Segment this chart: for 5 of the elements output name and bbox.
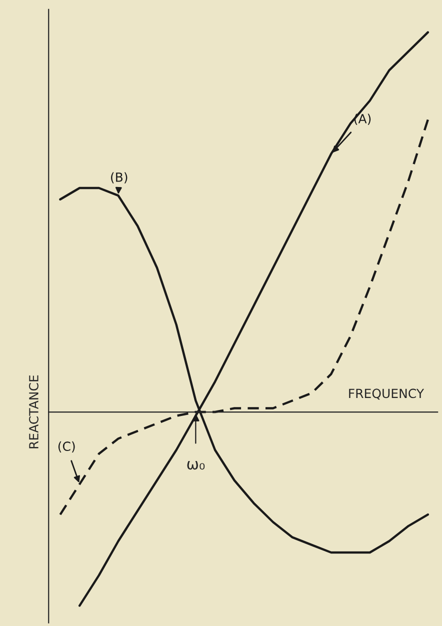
y-axis-title: REACTANCE [29,375,38,448]
series-label: (C) [58,441,75,452]
annotation: ω₀ [187,461,205,470]
series-label: (B) [111,172,128,184]
x-axis-title: FREQUENCY [349,388,424,400]
